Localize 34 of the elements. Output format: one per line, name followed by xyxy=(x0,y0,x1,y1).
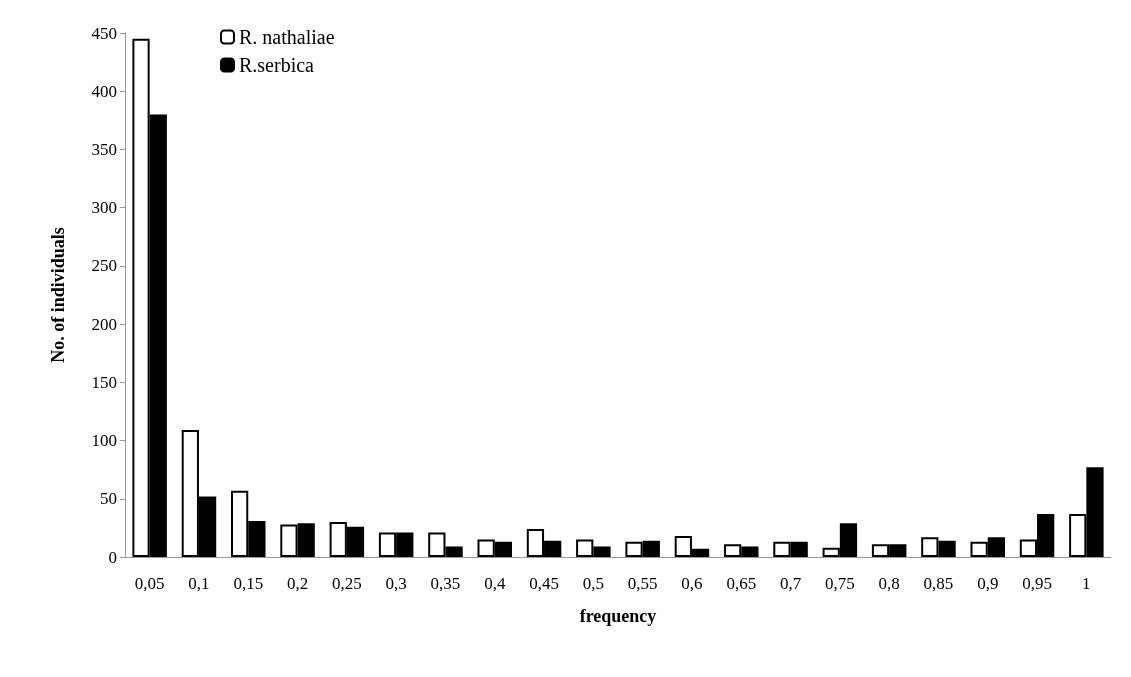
x-tick-label: 0,85 xyxy=(923,574,954,593)
x-tick-label: 0,05 xyxy=(134,574,165,593)
y-tick-label: 0 xyxy=(108,547,117,567)
y-tick-label: 100 xyxy=(91,431,117,451)
y-axis-title: No. of individuals xyxy=(48,227,68,363)
x-tick-label: 0,15 xyxy=(233,574,264,593)
y-tick-label: 150 xyxy=(91,372,117,392)
x-tick-label: 1 xyxy=(1082,574,1091,593)
x-tick-label: 0,95 xyxy=(1022,574,1052,593)
x-tick-label: 0,65 xyxy=(726,574,757,593)
y-tick-label: 200 xyxy=(91,314,117,334)
x-tick-label: 0,2 xyxy=(286,574,309,593)
x-tick-label: 0,6 xyxy=(681,574,703,593)
x-tick-label: 0,35 xyxy=(430,574,461,593)
x-tick-label: 0,8 xyxy=(878,574,900,593)
y-tick-label: 400 xyxy=(91,81,117,101)
legend-label: R. nathaliae xyxy=(239,26,335,48)
y-tick-label: 300 xyxy=(91,198,117,218)
x-tick-label: 0,75 xyxy=(824,574,855,593)
legend-label: R.serbica xyxy=(239,54,315,76)
y-tick-label: 350 xyxy=(91,139,117,159)
x-tick-label: 0,5 xyxy=(582,574,604,593)
x-tick-label: 0,9 xyxy=(977,574,999,593)
x-axis-title: frequency xyxy=(579,606,657,626)
x-tick-label: 0,25 xyxy=(331,574,362,593)
x-tick-label: 0,3 xyxy=(385,574,407,593)
x-tick-label: 0,4 xyxy=(484,574,506,593)
x-tick-label: 0,55 xyxy=(627,574,658,593)
x-tick-label: 0,7 xyxy=(779,574,802,593)
x-tick-label: 0,45 xyxy=(529,574,559,593)
y-tick-label: 450 xyxy=(91,23,117,43)
y-tick-label: 250 xyxy=(91,256,117,276)
x-tick-label: 0,1 xyxy=(188,574,210,593)
y-tick-label: 50 xyxy=(100,489,117,509)
